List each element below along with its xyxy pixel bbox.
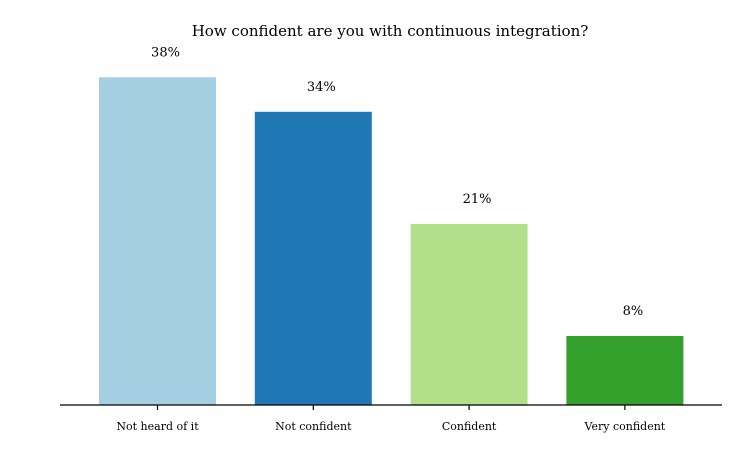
data-label: 38%: [151, 45, 180, 60]
bar-not-heard-of-it: [99, 77, 216, 406]
data-label: 34%: [307, 80, 336, 95]
bars-group: 38% 34% 21% 8%: [99, 45, 684, 406]
bar-very-confident: [566, 336, 684, 405]
x-ticks-group: Not heard of it Not confident Confident Ver…: [116, 405, 666, 433]
x-tick-label: Confident: [442, 420, 497, 433]
bar-not-confident: [254, 111, 372, 406]
chart-title: How confident are you with continuous in…: [192, 22, 589, 40]
x-tick-label: Not heard of it: [116, 420, 199, 433]
x-tick-label: Very confident: [584, 420, 666, 433]
data-label: 21%: [463, 192, 492, 207]
data-label: 8%: [623, 304, 644, 319]
x-tick-label: Not confident: [275, 420, 352, 433]
bar-confident: [410, 223, 528, 405]
